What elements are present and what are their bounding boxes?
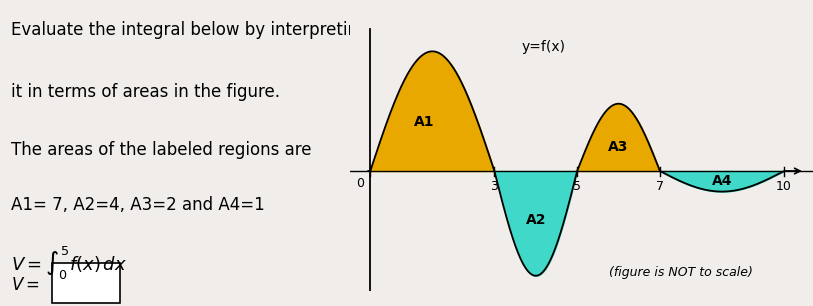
Text: $V = \int_0^5 f(x)\,dx$: $V = \int_0^5 f(x)\,dx$ (11, 245, 128, 282)
FancyBboxPatch shape (52, 263, 120, 303)
Text: 5: 5 (573, 180, 581, 193)
Text: $V =$: $V =$ (11, 276, 40, 294)
Text: 10: 10 (776, 180, 792, 193)
Text: 0: 0 (356, 177, 364, 190)
Text: 7: 7 (656, 180, 664, 193)
Text: it in terms of areas in the figure.: it in terms of areas in the figure. (11, 83, 280, 101)
Text: 3: 3 (490, 180, 498, 193)
Text: y=f(x): y=f(x) (522, 40, 566, 54)
Text: A2: A2 (525, 213, 546, 227)
Text: (figure is NOT to scale): (figure is NOT to scale) (609, 267, 753, 279)
Text: A1= 7, A2=4, A3=2 and A4=1: A1= 7, A2=4, A3=2 and A4=1 (11, 196, 265, 214)
Text: A3: A3 (608, 140, 628, 154)
Text: Evaluate the integral below by interpreting: Evaluate the integral below by interpret… (11, 21, 369, 39)
Text: A4: A4 (711, 174, 733, 188)
Text: A1: A1 (414, 115, 434, 129)
Text: The areas of the labeled regions are: The areas of the labeled regions are (11, 141, 311, 159)
